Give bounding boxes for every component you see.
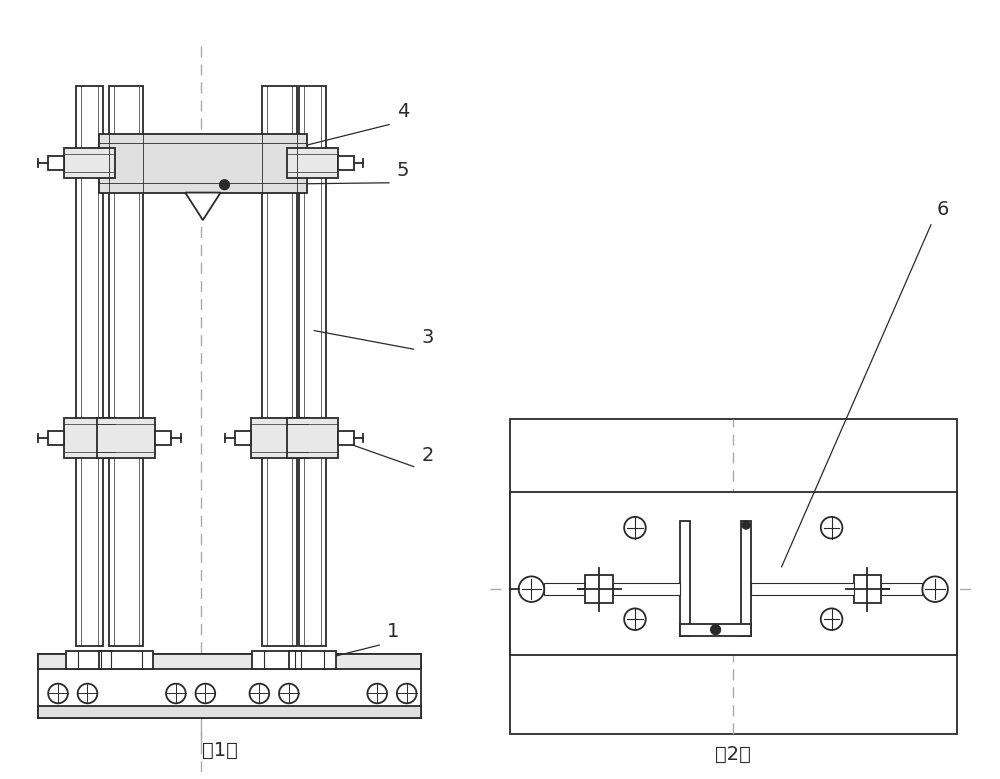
Bar bbox=[613, 583, 680, 595]
Bar bbox=[262, 86, 297, 647]
Bar bbox=[287, 418, 338, 458]
Bar bbox=[510, 419, 957, 734]
Bar bbox=[97, 418, 155, 458]
Bar bbox=[64, 418, 115, 458]
Bar bbox=[251, 418, 308, 458]
Bar bbox=[751, 583, 854, 595]
Bar bbox=[38, 654, 421, 718]
Bar bbox=[76, 86, 103, 647]
Text: （1）: （1） bbox=[202, 741, 238, 760]
Circle shape bbox=[742, 521, 750, 529]
Circle shape bbox=[711, 625, 720, 635]
Bar bbox=[854, 576, 881, 603]
Text: （2）: （2） bbox=[715, 745, 751, 764]
Bar bbox=[155, 432, 171, 445]
Bar bbox=[235, 432, 251, 445]
Bar bbox=[48, 432, 64, 445]
Text: 6: 6 bbox=[937, 200, 949, 219]
Bar bbox=[287, 148, 338, 178]
Bar bbox=[289, 651, 336, 669]
Bar bbox=[99, 651, 153, 669]
Text: 2: 2 bbox=[421, 446, 434, 464]
Bar bbox=[881, 583, 922, 595]
Bar bbox=[48, 157, 64, 170]
Bar bbox=[109, 86, 143, 647]
Text: 4: 4 bbox=[397, 102, 409, 121]
Circle shape bbox=[220, 180, 229, 189]
Bar bbox=[741, 521, 751, 636]
Bar bbox=[338, 157, 354, 170]
Bar bbox=[680, 624, 751, 636]
Text: 5: 5 bbox=[397, 160, 409, 180]
Text: 3: 3 bbox=[421, 328, 434, 347]
Bar bbox=[680, 521, 690, 636]
Bar bbox=[585, 576, 613, 603]
Bar bbox=[38, 654, 421, 669]
Bar bbox=[99, 134, 307, 192]
Bar bbox=[544, 583, 585, 595]
Bar bbox=[66, 651, 113, 669]
Bar bbox=[338, 432, 354, 445]
Bar bbox=[252, 651, 307, 669]
Polygon shape bbox=[185, 192, 221, 220]
Text: 1: 1 bbox=[387, 622, 399, 641]
Bar bbox=[38, 707, 421, 718]
Bar bbox=[64, 148, 115, 178]
Bar bbox=[510, 492, 957, 655]
Bar bbox=[299, 86, 326, 647]
